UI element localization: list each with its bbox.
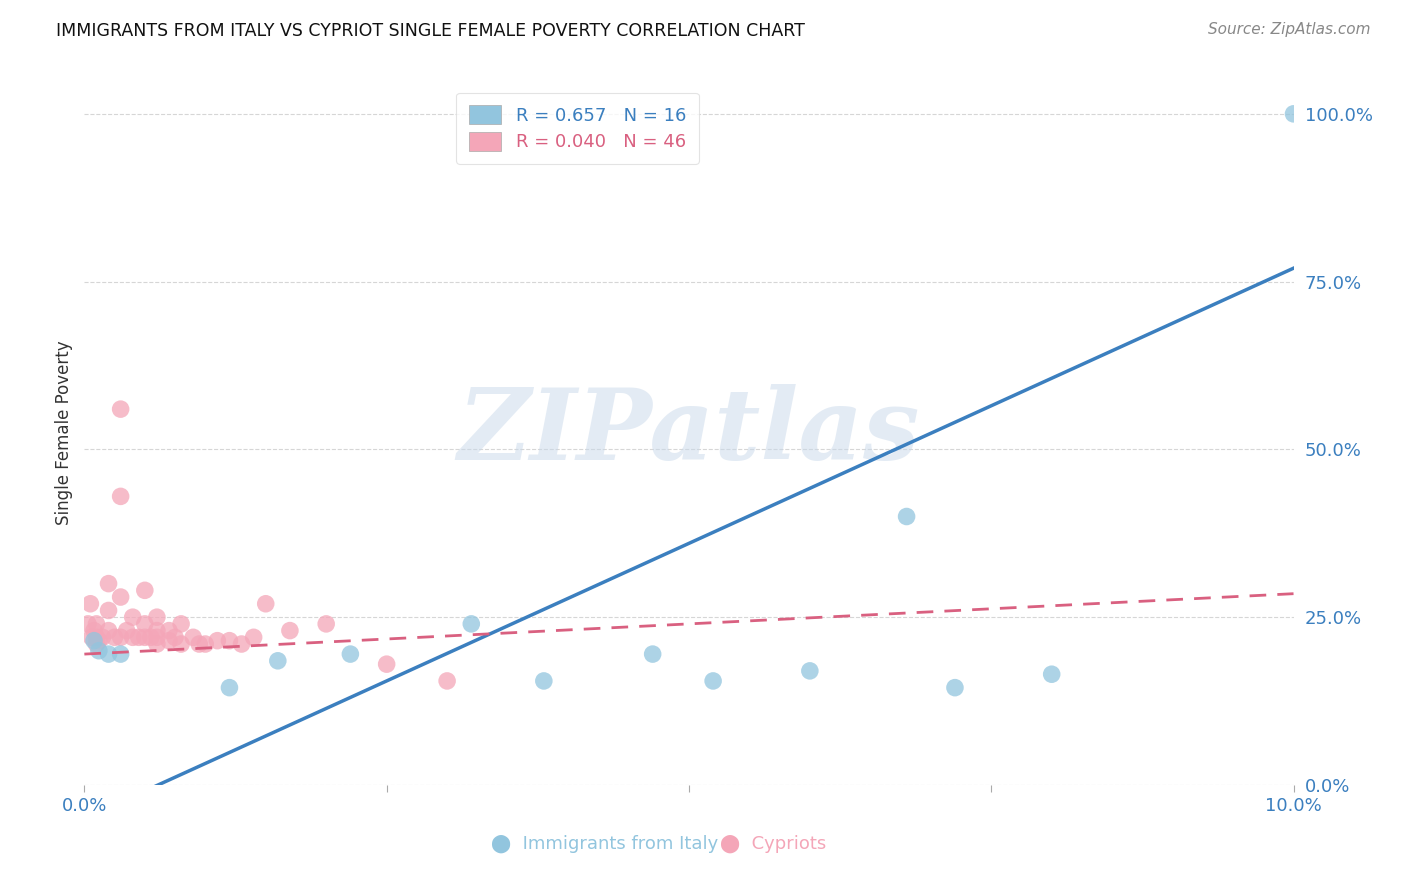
Point <box>110 489 132 503</box>
Point <box>218 681 240 695</box>
Point <box>194 637 217 651</box>
Point <box>139 630 162 644</box>
Point <box>115 624 138 638</box>
Point <box>339 647 361 661</box>
Point <box>267 654 290 668</box>
Point <box>896 509 918 524</box>
Point <box>146 637 169 651</box>
Point <box>87 644 110 658</box>
Point <box>104 630 127 644</box>
Point <box>97 647 120 661</box>
Point <box>91 630 114 644</box>
Point <box>134 583 156 598</box>
Point <box>97 624 120 638</box>
Point <box>110 590 132 604</box>
Point <box>165 630 187 644</box>
Point <box>97 576 120 591</box>
Point <box>83 633 105 648</box>
Point <box>1040 667 1063 681</box>
Point <box>436 673 458 688</box>
Point <box>86 616 108 631</box>
Point <box>110 647 132 661</box>
Point <box>87 633 110 648</box>
Text: ZIPatlas: ZIPatlas <box>458 384 920 481</box>
Point <box>181 630 204 644</box>
Point <box>86 637 108 651</box>
Point <box>231 637 253 651</box>
Point <box>170 616 193 631</box>
Point <box>134 630 156 644</box>
Point <box>218 633 240 648</box>
Text: IMMIGRANTS FROM ITALY VS CYPRIOT SINGLE FEMALE POVERTY CORRELATION CHART: IMMIGRANTS FROM ITALY VS CYPRIOT SINGLE … <box>56 22 806 40</box>
Point <box>460 616 482 631</box>
Point <box>533 673 555 688</box>
Point <box>242 630 264 644</box>
Point <box>146 610 169 624</box>
Point <box>943 681 966 695</box>
Text: ⬤  Cypriots: ⬤ Cypriots <box>720 834 827 853</box>
Legend: R = 0.657   N = 16, R = 0.040   N = 46: R = 0.657 N = 16, R = 0.040 N = 46 <box>456 93 699 164</box>
Point <box>207 633 229 648</box>
Point <box>110 630 132 644</box>
Point <box>315 616 337 631</box>
Point <box>86 630 108 644</box>
Text: ⬤  Immigrants from Italy: ⬤ Immigrants from Italy <box>491 834 718 853</box>
Point <box>254 597 277 611</box>
Point <box>157 624 180 638</box>
Text: Source: ZipAtlas.com: Source: ZipAtlas.com <box>1208 22 1371 37</box>
Point <box>375 657 398 672</box>
Point <box>121 610 143 624</box>
Point <box>110 402 132 417</box>
Point <box>146 630 169 644</box>
Point <box>641 647 664 661</box>
Y-axis label: Single Female Poverty: Single Female Poverty <box>55 341 73 524</box>
Point <box>134 616 156 631</box>
Point <box>121 630 143 644</box>
Point <box>80 630 103 644</box>
Point <box>702 673 724 688</box>
Point <box>157 633 180 648</box>
Point <box>77 616 100 631</box>
Point <box>83 624 105 638</box>
Point <box>799 664 821 678</box>
Point <box>97 603 120 617</box>
Point <box>278 624 301 638</box>
Point <box>128 630 150 644</box>
Point <box>170 637 193 651</box>
Point <box>79 597 101 611</box>
Point <box>1282 107 1305 121</box>
Point <box>188 637 211 651</box>
Point <box>146 624 169 638</box>
